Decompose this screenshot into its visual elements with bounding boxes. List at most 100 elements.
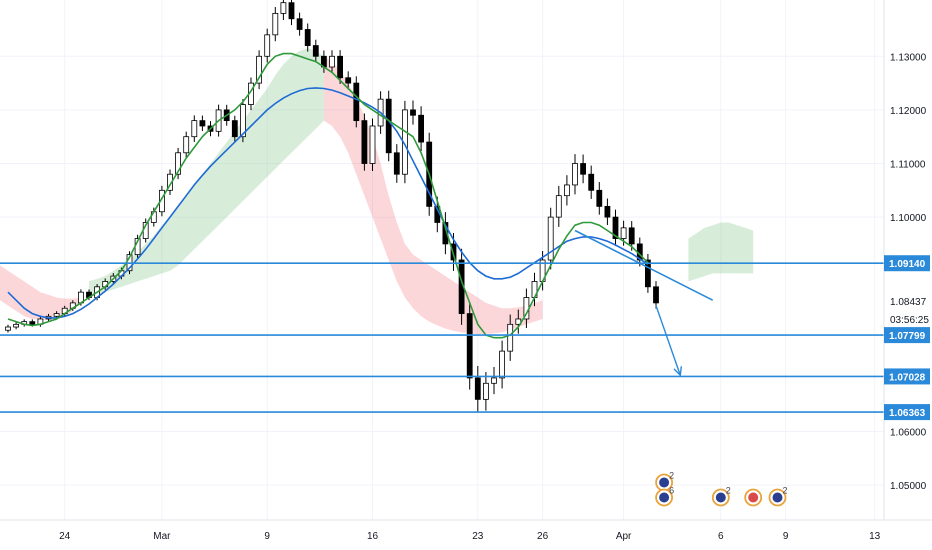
candle[interactable] xyxy=(491,367,497,395)
candle-body xyxy=(175,152,182,175)
candle[interactable] xyxy=(547,207,554,270)
level-price-tag[interactable] xyxy=(884,255,930,272)
candle[interactable] xyxy=(645,253,651,293)
candle-body xyxy=(442,222,449,245)
candle[interactable] xyxy=(345,71,352,90)
price-axis[interactable]: 1.13000 1.12000 1.11000 1.10000 1.06000 1.050… xyxy=(884,52,930,492)
level-price-label: 1.07799 xyxy=(889,331,926,342)
event-marker[interactable] xyxy=(744,488,763,507)
candle[interactable] xyxy=(442,212,449,255)
countdown-label: 03:56:25 xyxy=(890,315,929,326)
level-price-tag[interactable] xyxy=(884,327,930,344)
time-tick-label: Mar xyxy=(153,531,171,542)
candle-body xyxy=(474,377,481,400)
candle[interactable] xyxy=(304,23,311,52)
horizontal-levels[interactable] xyxy=(0,262,884,413)
event-marker[interactable]: 6 xyxy=(655,485,674,507)
time-tick-label: 9 xyxy=(783,531,789,542)
candle[interactable] xyxy=(175,147,182,180)
candle[interactable] xyxy=(191,115,198,142)
candle[interactable] xyxy=(337,50,344,84)
candle[interactable] xyxy=(596,182,603,215)
candle[interactable] xyxy=(329,50,335,74)
candle[interactable] xyxy=(572,154,578,195)
candle-body xyxy=(199,120,206,127)
candle-body xyxy=(491,377,497,384)
candle[interactable] xyxy=(288,0,295,26)
candle-body xyxy=(547,216,554,261)
candle-body xyxy=(288,2,295,20)
level-price-tag[interactable] xyxy=(884,404,930,421)
candle[interactable] xyxy=(280,0,287,20)
event-count-badge: 2 xyxy=(783,485,788,495)
candle[interactable] xyxy=(231,115,238,142)
candle[interactable] xyxy=(466,301,473,390)
event-marker[interactable]: 2 xyxy=(768,485,788,507)
event-markers[interactable]: 2 6 2 2 xyxy=(655,470,788,507)
candle[interactable] xyxy=(353,76,360,128)
time-axis[interactable]: 24 Mar 9 16 23 26 Apr 6 9 13 xyxy=(59,531,881,542)
price-tick-label: 1.06000 xyxy=(890,428,927,439)
candle[interactable] xyxy=(418,106,425,152)
candle[interactable] xyxy=(555,185,562,227)
candle[interactable] xyxy=(393,144,400,183)
candle[interactable] xyxy=(5,324,11,333)
candle[interactable] xyxy=(653,281,659,309)
projection-arrow[interactable] xyxy=(655,305,681,376)
time-tick-label: 23 xyxy=(472,531,484,542)
candle-body xyxy=(612,216,619,239)
candle[interactable] xyxy=(199,115,206,132)
candle-body xyxy=(393,152,400,175)
candle-body xyxy=(604,205,611,218)
event-country-icon xyxy=(659,477,670,488)
candle[interactable] xyxy=(588,165,595,199)
candle[interactable] xyxy=(256,50,263,90)
level-price-tag[interactable] xyxy=(884,368,930,385)
candle[interactable] xyxy=(312,39,319,63)
candle[interactable] xyxy=(410,100,416,125)
price-tick-label: 1.12000 xyxy=(890,106,927,117)
candle[interactable] xyxy=(564,175,570,206)
moving-averages xyxy=(7,52,649,339)
candle-body xyxy=(645,259,651,288)
candle[interactable] xyxy=(474,365,481,412)
candle-body xyxy=(280,2,287,14)
candle[interactable] xyxy=(604,198,611,225)
candlesticks[interactable] xyxy=(5,0,659,412)
candle-body xyxy=(29,321,36,325)
candle-body xyxy=(418,114,425,143)
candle[interactable] xyxy=(361,113,368,171)
candle-body xyxy=(572,163,578,186)
candle-body xyxy=(588,173,595,191)
candle[interactable] xyxy=(507,314,514,361)
candle-body xyxy=(507,323,514,352)
candle[interactable] xyxy=(385,90,392,162)
candle[interactable] xyxy=(499,340,506,389)
candle[interactable] xyxy=(13,322,20,330)
candle[interactable] xyxy=(369,118,376,172)
ma-slow-line xyxy=(7,87,649,319)
candle[interactable] xyxy=(296,12,303,36)
candle-body xyxy=(580,163,586,175)
candle-body xyxy=(13,323,20,328)
candle-body xyxy=(482,382,489,400)
time-tick-label: 6 xyxy=(718,531,724,542)
candle[interactable] xyxy=(612,209,619,247)
trendline[interactable] xyxy=(574,229,714,301)
cloud-red xyxy=(0,265,81,320)
candle[interactable] xyxy=(183,131,190,158)
candle[interactable] xyxy=(272,7,279,42)
candle[interactable] xyxy=(482,372,489,411)
candle[interactable] xyxy=(264,28,271,63)
price-tick-label: 1.05000 xyxy=(890,481,927,492)
event-marker[interactable]: 2 xyxy=(711,485,731,507)
candle-body xyxy=(256,55,263,84)
event-count-badge: 2 xyxy=(669,470,674,480)
time-tick-label: 13 xyxy=(869,531,881,542)
drawings[interactable] xyxy=(574,229,714,377)
candle[interactable] xyxy=(580,154,586,184)
candle-body xyxy=(499,350,506,379)
event-count-badge: 6 xyxy=(669,485,674,495)
level-price-label: 1.07028 xyxy=(889,372,926,383)
